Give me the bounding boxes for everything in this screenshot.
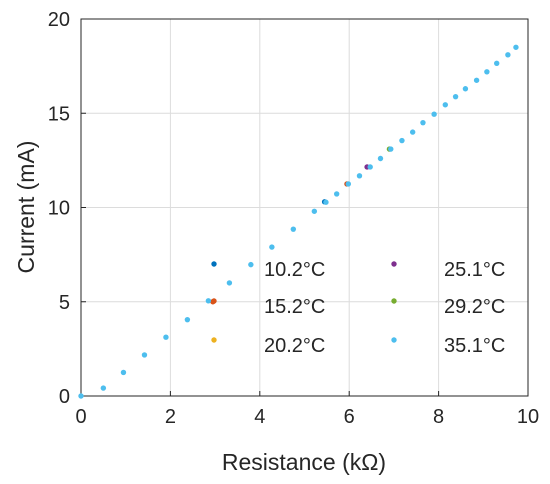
legend-label: 15.2°C xyxy=(264,296,325,318)
data-point xyxy=(311,208,318,214)
legend-marker xyxy=(391,261,397,267)
x-tick-label: 4 xyxy=(254,406,265,428)
y-tick-label: 10 xyxy=(48,198,70,220)
legend-item: 25.1°C xyxy=(391,259,505,281)
legend-item: 35.1°C xyxy=(391,335,505,357)
data-point xyxy=(513,44,519,50)
data-point xyxy=(442,102,449,108)
legend-label: 25.1°C xyxy=(444,259,505,281)
y-axis-label: Current (mA) xyxy=(13,141,39,274)
legend-item: 20.2°C xyxy=(211,335,325,357)
data-points xyxy=(78,44,519,399)
x-tick-label: 2 xyxy=(165,406,176,428)
y-tick-label: 15 xyxy=(48,103,70,125)
data-point xyxy=(226,280,233,286)
x-tick-label: 6 xyxy=(344,406,355,428)
data-point xyxy=(78,393,84,399)
data-point xyxy=(377,155,384,162)
legend-marker xyxy=(391,298,397,304)
data-point xyxy=(100,385,107,391)
legend-label: 29.2°C xyxy=(444,296,505,318)
data-point xyxy=(399,137,405,144)
y-tick-label: 0 xyxy=(59,386,70,408)
legend-item: 29.2°C xyxy=(391,296,505,318)
legend-label: 20.2°C xyxy=(264,335,325,357)
data-point xyxy=(290,226,297,232)
data-point xyxy=(505,52,511,58)
data-point xyxy=(356,173,363,179)
data-point xyxy=(323,199,329,205)
legend-marker xyxy=(211,261,217,267)
data-point xyxy=(141,352,148,358)
legend: 10.2°C 15.2°C 20.2°C 25.1°C 29.2°C 35.1°C xyxy=(211,259,505,357)
x-tick-label: 0 xyxy=(75,406,86,428)
data-point xyxy=(494,60,500,66)
data-point xyxy=(248,261,254,268)
y-tick-label: 5 xyxy=(59,292,70,314)
legend-marker xyxy=(211,337,217,343)
legend-item: 10.2°C xyxy=(211,259,325,281)
data-point xyxy=(333,191,340,197)
x-tick-label: 8 xyxy=(433,406,444,428)
data-point xyxy=(462,86,469,92)
data-point xyxy=(345,181,352,187)
y-tick-label: 20 xyxy=(48,9,70,31)
data-point xyxy=(473,77,480,83)
legend-item: 15.2°C xyxy=(211,296,325,318)
legend-marker xyxy=(211,298,217,304)
legend-label: 35.1°C xyxy=(444,335,505,357)
data-point xyxy=(420,119,426,126)
data-point xyxy=(120,369,127,376)
y-tick-labels: 0 5 10 15 20 xyxy=(48,9,70,408)
x-tick-labels: 0 2 4 6 8 10 xyxy=(75,406,539,428)
data-point xyxy=(409,129,416,135)
data-point xyxy=(205,298,212,304)
series-5 xyxy=(78,44,519,399)
data-point xyxy=(163,334,169,340)
data-point xyxy=(431,111,437,117)
x-axis-label: Resistance (kΩ) xyxy=(222,449,386,475)
data-point xyxy=(184,316,191,323)
data-point xyxy=(452,93,459,100)
data-point xyxy=(388,146,394,152)
x-tick-label: 10 xyxy=(517,406,539,428)
data-point xyxy=(269,244,275,250)
data-point xyxy=(484,69,490,75)
legend-label: 10.2°C xyxy=(264,259,325,281)
legend-marker xyxy=(391,337,397,343)
series-1 xyxy=(210,181,350,305)
data-point xyxy=(367,164,373,170)
